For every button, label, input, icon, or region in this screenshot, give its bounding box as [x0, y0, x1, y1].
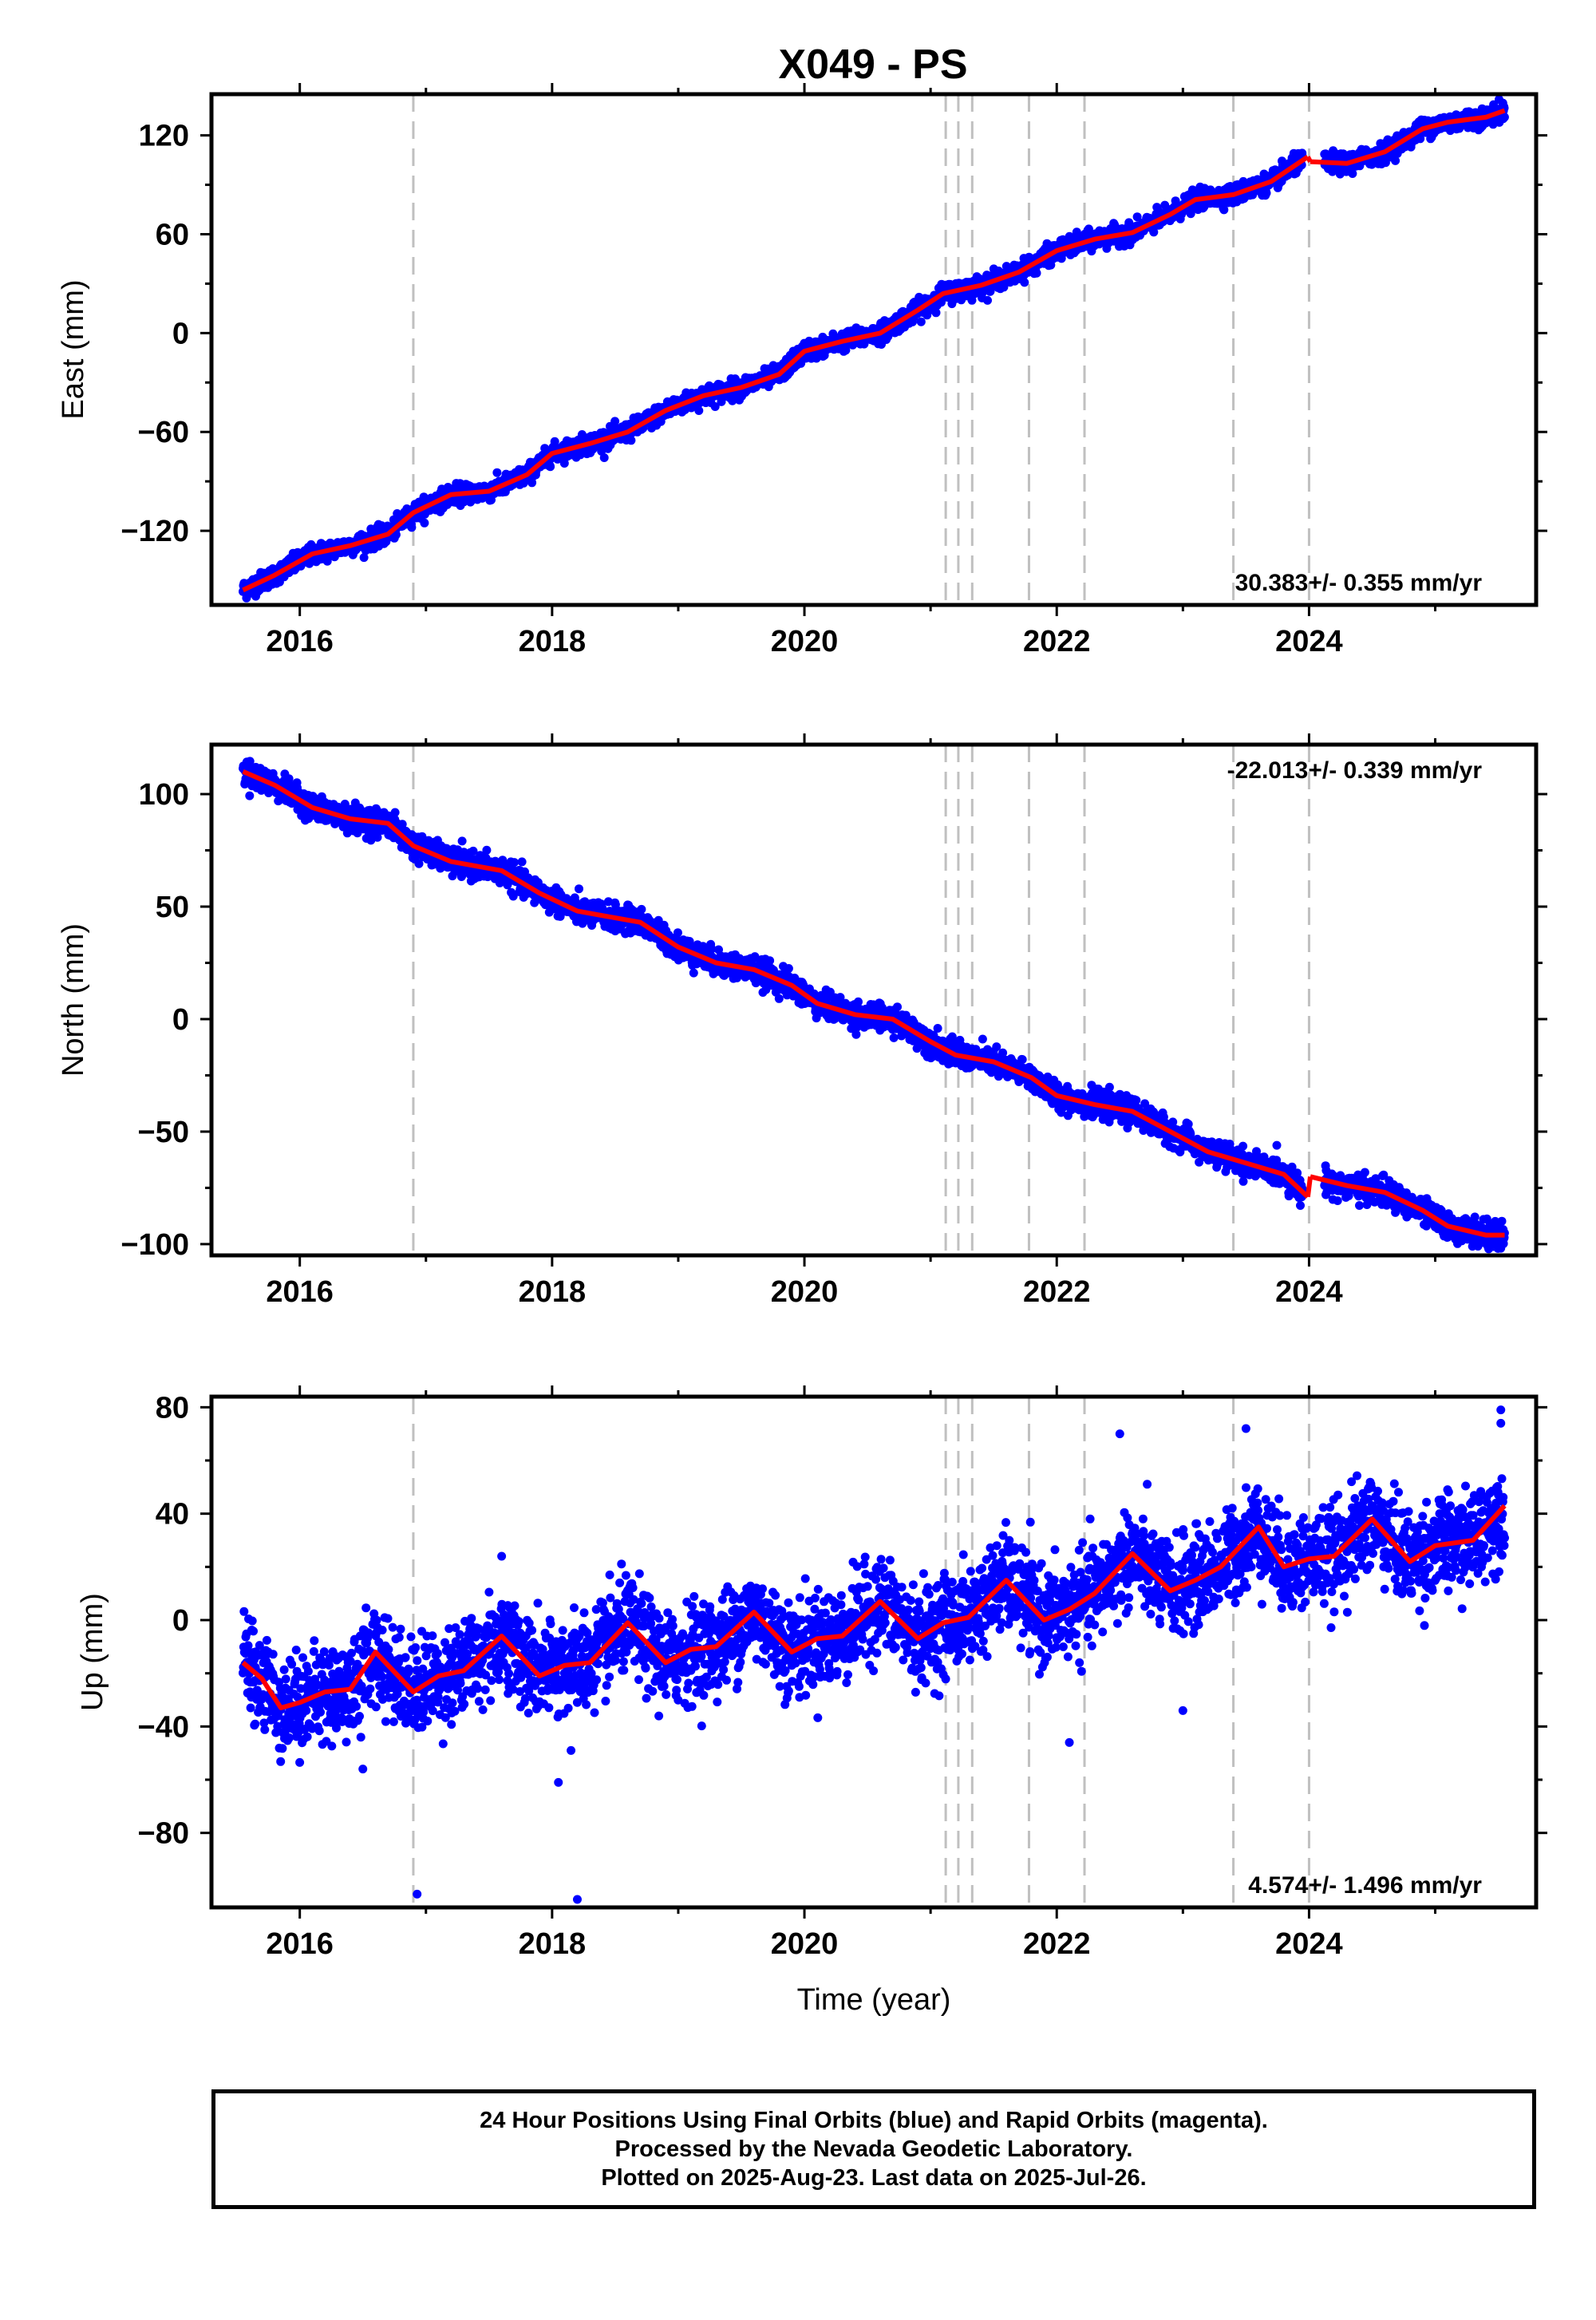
data-point — [689, 969, 698, 978]
data-point — [1020, 278, 1029, 287]
data-point — [1262, 188, 1271, 197]
data-point — [575, 884, 583, 893]
x-tick-label: 2022 — [1023, 625, 1091, 658]
data-point — [1033, 269, 1041, 278]
y-tick-label: −60 — [138, 416, 189, 449]
data-point — [694, 406, 703, 415]
data-points-east — [239, 95, 1509, 603]
figure-title: X049 - PS — [778, 41, 967, 88]
y-tick-label: 0 — [172, 317, 189, 350]
data-point — [407, 523, 416, 532]
data-point — [518, 857, 527, 866]
model-offset-east — [1308, 156, 1310, 161]
data-point — [245, 792, 254, 800]
velocity-label: 30.383+/- 0.355 mm/yr — [1235, 570, 1483, 596]
data-point — [674, 928, 682, 937]
y-tick-label: 120 — [139, 120, 189, 153]
data-point — [458, 836, 467, 845]
data-point — [917, 318, 926, 326]
x-tick-label: 2018 — [519, 625, 587, 658]
data-point — [546, 462, 555, 471]
x-tick-label: 2016 — [266, 625, 334, 658]
data-point — [420, 519, 429, 528]
data-point — [391, 808, 400, 817]
data-point — [510, 858, 519, 867]
y-tick-label: 60 — [156, 218, 189, 251]
x-tick-label: 2024 — [1275, 625, 1343, 658]
y-tick-label: −120 — [120, 515, 189, 548]
panel-east: 2016 2018 2020 2022 2024 120 60 0 −60 −120 East (m… — [57, 83, 1547, 658]
data-point — [983, 296, 992, 305]
data-point — [492, 468, 501, 477]
x-tick-label: 2020 — [771, 625, 839, 658]
data-point — [637, 905, 646, 914]
data-point — [600, 453, 609, 462]
data-point — [482, 846, 491, 855]
y-axis-label: East (mm) — [57, 279, 90, 419]
